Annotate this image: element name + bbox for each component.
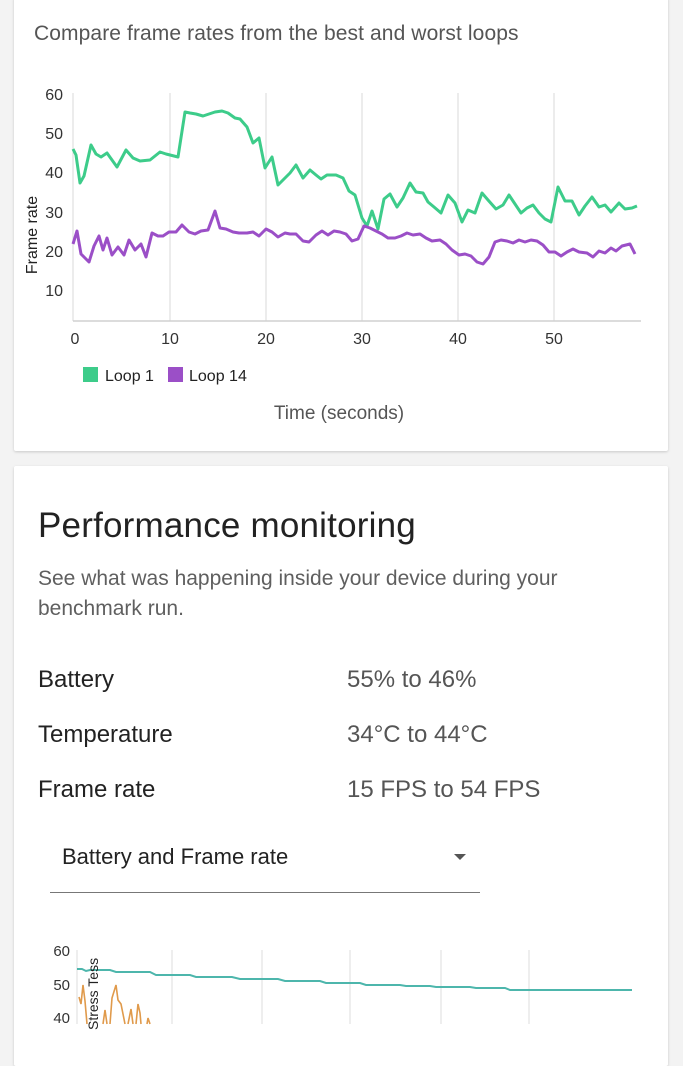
chart-element: 30 xyxy=(353,331,371,348)
performance-monitoring-card: Performance monitoring See what was happ… xyxy=(14,466,668,1066)
stat-row-temperature: Temperature 34°C to 44°C xyxy=(38,721,638,753)
chart-element: 40 xyxy=(53,1010,70,1027)
x-axis-label: Time (seconds) xyxy=(274,403,404,424)
stat-value: 34°C to 44°C xyxy=(347,721,488,748)
stat-value: 15 FPS to 54 FPS xyxy=(347,776,541,803)
section-description: See what was happening inside your devic… xyxy=(38,567,558,620)
dropdown-selected-value: Battery and Frame rate xyxy=(62,844,289,869)
stat-value: 55% to 46% xyxy=(347,666,477,693)
chart-metric-dropdown[interactable]: Battery and Frame rate xyxy=(50,836,480,893)
chart-element: 60 xyxy=(53,943,70,960)
stat-row-battery: Battery 55% to 46% xyxy=(38,666,638,698)
battery-frame-rate-chart: 60 50 40 Stress Tess xyxy=(53,943,632,1030)
legend-label-loop-14: Loop 14 xyxy=(189,368,247,385)
legend-label-loop-1: Loop 1 xyxy=(105,368,154,385)
stat-label: Temperature xyxy=(38,721,173,748)
stress-test-annotation: Stress Tess xyxy=(85,958,101,1030)
stat-label: Battery xyxy=(38,666,115,693)
chart-gridlines xyxy=(72,93,555,321)
stat-row-frame-rate: Frame rate 15 FPS to 54 FPS xyxy=(38,776,638,808)
legend-swatch-loop-14 xyxy=(168,367,183,382)
y-axis-ticks: 60 50 40 xyxy=(53,943,70,1027)
chart-element: 40 xyxy=(449,331,467,348)
x-axis-ticks: 0 10 20 30 40 50 xyxy=(71,331,563,348)
y-axis-ticks: 60 50 40 30 20 10 xyxy=(45,87,63,300)
frame-rate-line-chart: 60 50 40 30 20 10 Frame rate 0 10 20 30 … xyxy=(24,87,641,424)
frame-rate-comparison-card: Compare frame rates from the best and wo… xyxy=(14,0,668,451)
chart-element: 40 xyxy=(45,165,63,182)
loop-14-line xyxy=(71,209,637,266)
legend-swatch-loop-1 xyxy=(83,367,98,382)
chart-element: 50 xyxy=(545,331,563,348)
battery-line xyxy=(77,968,632,991)
loop-1-line xyxy=(71,109,638,231)
chart-element: 30 xyxy=(45,205,63,222)
chart-element: 20 xyxy=(257,331,275,348)
chart-legend: Loop 1 Loop 14 xyxy=(83,367,247,385)
y-axis-label: Frame rate xyxy=(24,196,41,274)
chart-element: 50 xyxy=(53,977,70,994)
chart-element: 20 xyxy=(45,244,63,261)
chart-element: 0 xyxy=(71,331,80,348)
chart-subtitle: Compare frame rates from the best and wo… xyxy=(34,22,519,45)
dropdown-triangle-icon[interactable] xyxy=(454,854,466,860)
section-title: Performance monitoring xyxy=(38,506,416,545)
stat-label: Frame rate xyxy=(38,776,156,803)
chart-element: 10 xyxy=(161,331,179,348)
chart-element: 60 xyxy=(45,87,63,104)
chart-element: 10 xyxy=(45,283,63,300)
chart-element: 50 xyxy=(45,126,63,143)
frame-rate-line xyxy=(78,984,151,1025)
